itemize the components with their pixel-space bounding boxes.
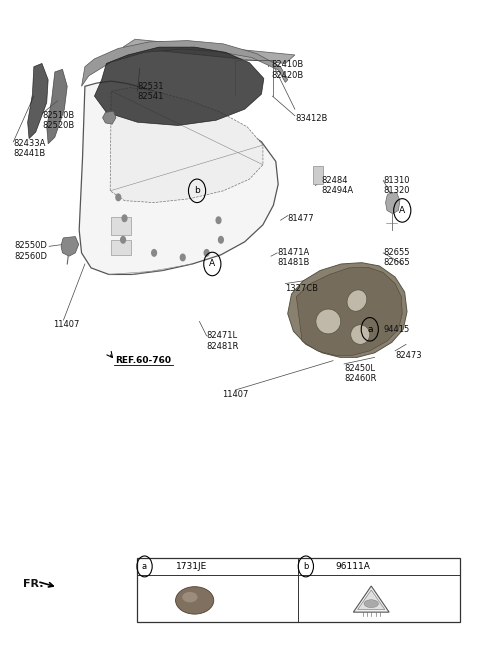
Circle shape — [204, 250, 209, 256]
Text: 83412B: 83412B — [295, 114, 327, 123]
Polygon shape — [82, 41, 288, 87]
Polygon shape — [95, 47, 264, 125]
Polygon shape — [79, 81, 278, 274]
Text: 11407: 11407 — [53, 320, 79, 329]
Circle shape — [152, 250, 156, 256]
Polygon shape — [103, 111, 116, 124]
Bar — [111, 241, 131, 255]
Text: a: a — [367, 325, 372, 334]
Text: 82450L
82460R: 82450L 82460R — [344, 364, 376, 383]
Circle shape — [120, 237, 125, 243]
Polygon shape — [61, 237, 79, 256]
FancyBboxPatch shape — [137, 558, 459, 622]
Text: REF.60-760: REF.60-760 — [115, 356, 171, 365]
Circle shape — [122, 215, 127, 222]
Polygon shape — [28, 64, 48, 138]
Ellipse shape — [364, 600, 378, 607]
Polygon shape — [296, 267, 402, 356]
Text: 1731JE: 1731JE — [176, 562, 207, 571]
Ellipse shape — [351, 325, 370, 344]
Text: b: b — [303, 562, 309, 571]
Text: 82473: 82473 — [395, 351, 422, 360]
Circle shape — [216, 217, 221, 224]
Polygon shape — [385, 192, 400, 214]
Bar — [312, 166, 323, 184]
Text: 82655
82665: 82655 82665 — [383, 248, 410, 267]
Text: 81477: 81477 — [288, 214, 314, 223]
Text: 82510B
82520B: 82510B 82520B — [42, 111, 74, 130]
Text: 96111A: 96111A — [336, 562, 370, 571]
Text: A: A — [399, 206, 405, 215]
Polygon shape — [353, 586, 389, 612]
Text: 82410B
82420B: 82410B 82420B — [271, 60, 303, 79]
Text: a: a — [142, 562, 147, 571]
Polygon shape — [123, 39, 295, 64]
Text: 81471A
81481B: 81471A 81481B — [277, 248, 310, 267]
Text: 94415: 94415 — [383, 325, 409, 334]
Text: FR.: FR. — [23, 579, 43, 589]
Ellipse shape — [182, 592, 198, 602]
Text: 81310
81320: 81310 81320 — [383, 176, 409, 195]
Polygon shape — [288, 262, 407, 358]
Text: 82550D
82560D: 82550D 82560D — [15, 241, 48, 260]
Polygon shape — [358, 590, 385, 609]
Circle shape — [218, 237, 223, 243]
Text: A: A — [209, 260, 216, 268]
Text: 82433A
82441B: 82433A 82441B — [13, 138, 46, 158]
Text: 82531
82541: 82531 82541 — [137, 82, 164, 101]
Bar — [111, 217, 131, 236]
Polygon shape — [47, 70, 67, 144]
Ellipse shape — [347, 290, 367, 311]
Circle shape — [180, 254, 185, 260]
Ellipse shape — [176, 586, 214, 614]
Text: 1327CB: 1327CB — [285, 284, 318, 293]
Polygon shape — [110, 88, 263, 203]
Text: 11407: 11407 — [222, 390, 249, 399]
Text: b: b — [194, 186, 200, 195]
Text: 82471L
82481R: 82471L 82481R — [206, 331, 239, 351]
Ellipse shape — [316, 309, 341, 334]
Circle shape — [116, 194, 120, 201]
Text: 82484
82494A: 82484 82494A — [321, 176, 353, 195]
